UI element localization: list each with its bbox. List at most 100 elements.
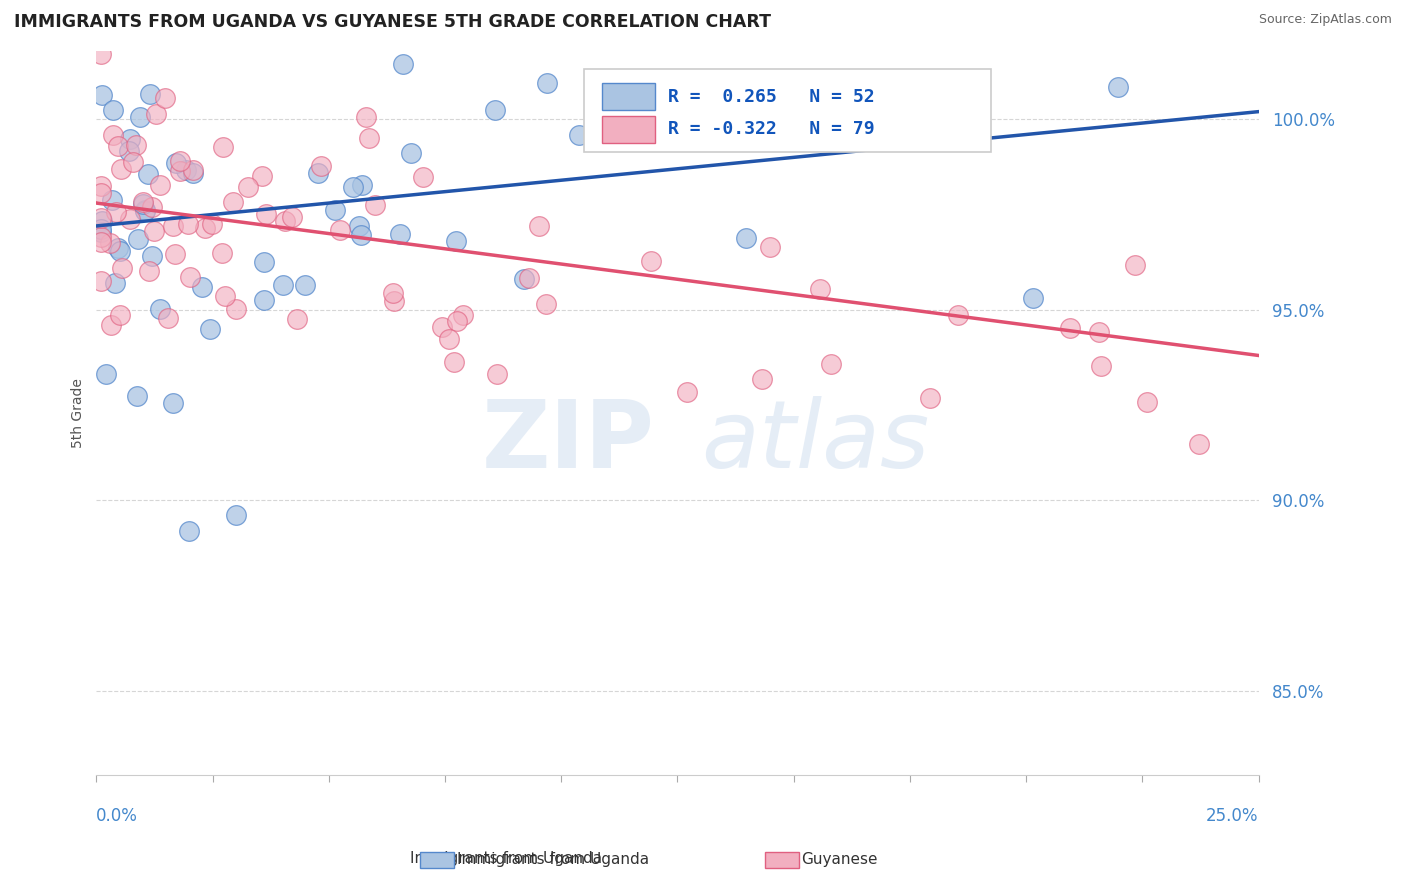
Point (90, 274, 112, 288)
Point (108, 308, 131, 322)
FancyBboxPatch shape (602, 83, 655, 110)
Point (252, 169, 274, 183)
Point (179, 270, 201, 285)
Point (359, 131, 381, 145)
Point (253, 255, 276, 269)
Point (444, 234, 467, 248)
Point (132, 197, 155, 211)
Point (946, 308, 969, 322)
Point (212, 140, 235, 154)
Point (329, 223, 352, 237)
Point (349, 219, 371, 233)
Point (675, 385, 697, 400)
Point (271, 278, 294, 293)
Point (443, 355, 465, 369)
Point (153, 91, 176, 105)
Text: Immigrants from Uganda: Immigrants from Uganda (457, 853, 650, 867)
Point (125, 389, 148, 403)
Point (758, 239, 780, 253)
Point (225, 508, 247, 523)
Point (90, 186, 112, 201)
Point (174, 163, 197, 178)
Text: IMMIGRANTS FROM UGANDA VS GUYANESE 5TH GRADE CORRELATION CHART: IMMIGRANTS FROM UGANDA VS GUYANESE 5TH G… (14, 13, 770, 31)
Point (105, 204, 128, 219)
Point (810, 282, 832, 296)
Point (363, 197, 385, 211)
Point (90, 178, 112, 193)
Point (1136, 395, 1159, 409)
Point (281, 211, 304, 225)
Point (382, 293, 405, 308)
Point (179, 524, 201, 538)
Point (136, 168, 159, 182)
Point (107, 138, 129, 153)
Point (90, 225, 112, 239)
Point (214, 288, 236, 302)
Point (149, 301, 172, 316)
Point (169, 153, 191, 168)
Point (163, 247, 186, 261)
Point (439, 332, 461, 346)
Point (142, 224, 165, 238)
Point (108, 244, 131, 258)
Point (451, 308, 474, 322)
Point (1088, 326, 1111, 340)
Point (401, 146, 423, 161)
Point (118, 211, 141, 226)
Point (294, 277, 316, 292)
Point (350, 227, 373, 242)
Point (165, 156, 187, 170)
Point (100, 318, 122, 332)
Point (149, 178, 172, 192)
Point (222, 194, 245, 209)
Point (111, 261, 134, 276)
Point (194, 221, 217, 235)
Point (820, 357, 842, 371)
Point (252, 293, 274, 308)
Point (118, 131, 141, 145)
Point (211, 246, 233, 260)
Point (134, 204, 156, 219)
Point (141, 200, 163, 214)
Point (855, 88, 877, 103)
Point (118, 145, 141, 159)
Point (273, 214, 295, 228)
Point (134, 202, 156, 217)
Point (101, 193, 124, 207)
Point (536, 76, 558, 90)
Point (430, 320, 453, 334)
Point (177, 218, 200, 232)
Point (918, 392, 941, 406)
Point (101, 103, 124, 117)
Point (156, 311, 179, 326)
Point (121, 155, 143, 169)
Point (412, 169, 434, 184)
Point (534, 297, 557, 311)
Point (1107, 79, 1129, 94)
Point (568, 128, 591, 143)
FancyBboxPatch shape (585, 69, 991, 152)
Text: atlas: atlas (700, 396, 929, 487)
Text: Guyanese: Guyanese (801, 853, 877, 867)
Point (98, 235, 121, 250)
Point (382, 285, 405, 300)
Point (201, 217, 224, 231)
Point (181, 166, 204, 180)
Point (132, 194, 155, 209)
Point (162, 219, 184, 233)
Point (129, 110, 152, 124)
Point (169, 163, 191, 178)
Point (110, 162, 132, 177)
Point (527, 219, 550, 234)
Point (484, 103, 506, 118)
Point (446, 314, 468, 328)
Point (735, 231, 758, 245)
Point (90, 47, 112, 62)
Point (1090, 359, 1112, 374)
Point (104, 276, 127, 290)
Point (342, 179, 364, 194)
Point (125, 138, 148, 153)
Text: Immigrants from Uganda: Immigrants from Uganda (411, 851, 602, 865)
Point (96, 367, 118, 381)
Point (354, 110, 377, 124)
